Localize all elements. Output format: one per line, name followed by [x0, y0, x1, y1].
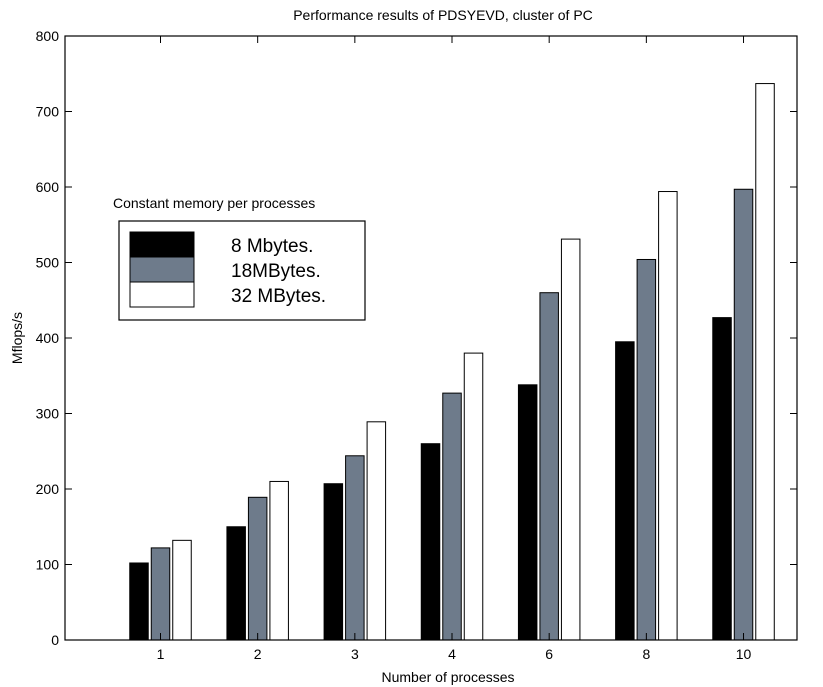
- bar-8-mbytes-1: [129, 562, 149, 641]
- bar-8-mbytes-2: [226, 526, 246, 641]
- legend-label-8mb: 8 Mbytes.: [231, 236, 313, 257]
- chart-title: Performance results of PDSYEVD, cluster …: [293, 7, 593, 23]
- bar-32-mbytes-4: [463, 352, 484, 641]
- y-tick-label: 0: [51, 632, 59, 648]
- x-tick-label: 10: [736, 646, 752, 662]
- bar-18mbytes-2: [247, 496, 268, 641]
- y-tick-label: 400: [36, 330, 60, 346]
- y-tick-label: 300: [36, 406, 60, 422]
- y-tick-label: 500: [36, 255, 60, 271]
- x-tick-label: 4: [448, 646, 456, 662]
- x-axis: 1 2 3 4 6 8 10: [157, 36, 752, 662]
- bar-32-mbytes-6: [560, 238, 581, 641]
- bar-8-mbytes-6: [517, 384, 538, 641]
- bar-8-mbytes-3: [323, 483, 344, 641]
- y-tick-label: 100: [36, 557, 60, 573]
- y-tick-label: 700: [36, 104, 60, 120]
- legend-swatch-8mb: [129, 231, 195, 258]
- bar-18mbytes-10: [733, 188, 754, 641]
- bar-8-mbytes-8: [615, 341, 635, 641]
- y-axis: 0 100 200 300 400 500 600 700 800: [36, 28, 797, 648]
- legend-label-18mb: 18MBytes.: [231, 261, 321, 282]
- legend-label-32mb: 32 MBytes.: [231, 286, 326, 307]
- bar-18mbytes-3: [345, 455, 365, 641]
- legend-title: Constant memory per processes: [113, 195, 315, 211]
- x-tick-label: 6: [545, 646, 553, 662]
- bar-32-mbytes-1: [172, 539, 192, 641]
- bar-32-mbytes-10: [755, 83, 775, 641]
- bar-8-mbytes-10: [712, 317, 732, 641]
- bar-32-mbytes-3: [366, 421, 387, 641]
- legend-swatch-18mb: [129, 256, 195, 283]
- x-axis-label: Number of processes: [381, 669, 514, 685]
- x-tick-label: 1: [157, 646, 165, 662]
- bar-32-mbytes-2: [269, 480, 289, 641]
- bar-32-mbytes-8: [658, 191, 678, 641]
- legend: 8 Mbytes. 18MBytes. 32 MBytes.: [118, 220, 366, 321]
- y-tick-label: 200: [36, 481, 60, 497]
- bar-18mbytes-1: [150, 547, 171, 641]
- x-tick-label: 2: [254, 646, 262, 662]
- bar-18mbytes-8: [636, 258, 657, 641]
- plot-area: [129, 83, 775, 641]
- y-tick-label: 800: [36, 28, 60, 44]
- bar-8-mbytes-4: [420, 443, 441, 641]
- y-axis-label: Mflops/s: [9, 312, 25, 364]
- bar-18mbytes-4: [442, 392, 462, 641]
- bar-18mbytes-6: [539, 292, 559, 641]
- x-tick-label: 8: [642, 646, 650, 662]
- y-tick-label: 600: [36, 179, 60, 195]
- legend-swatch-32mb: [129, 281, 195, 308]
- x-tick-label: 3: [351, 646, 359, 662]
